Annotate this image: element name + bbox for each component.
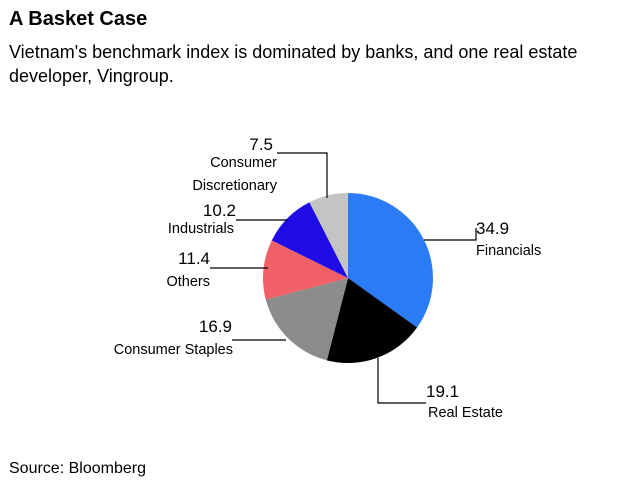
category-label-others: Others [166, 274, 210, 290]
chart-subtitle: Vietnam's benchmark index is dominated b… [9, 42, 578, 86]
value-label-consumer-discretionary: 7.5 [249, 135, 273, 154]
pie-slice-consumer-staples [265, 278, 348, 361]
leader-line-financials [424, 228, 477, 241]
chart-title: A Basket Case [9, 8, 148, 30]
value-label-financials: 34.9 [476, 219, 509, 238]
category-label-consumer-discretionary-line-2: Discretionary [192, 178, 277, 194]
value-label-consumer-staples: 16.9 [199, 317, 232, 336]
pie-slice-consumer-discretionary [309, 193, 348, 278]
category-label-financials: Financials [476, 243, 541, 259]
pie-slice-industrials [271, 202, 348, 278]
pie-slice-others [262, 240, 348, 300]
pie-slice-financials [348, 193, 434, 328]
category-label-industrials: Industrials [168, 221, 234, 237]
leader-line-consumer-discretionary [277, 152, 328, 198]
category-label-consumer-staples: Consumer Staples [114, 342, 233, 358]
value-label-industrials: 10.2 [203, 201, 236, 220]
value-label-real-estate: 19.1 [426, 382, 459, 401]
pie-slice-real-estate [326, 278, 418, 364]
category-label-real-estate: Real Estate [428, 405, 503, 421]
source-note: Source: Bloomberg [9, 460, 146, 477]
value-label-others: 11.4 [178, 249, 210, 268]
category-label-consumer-discretionary-line-1: Consumer [210, 155, 277, 171]
leader-line-real-estate [377, 358, 426, 404]
